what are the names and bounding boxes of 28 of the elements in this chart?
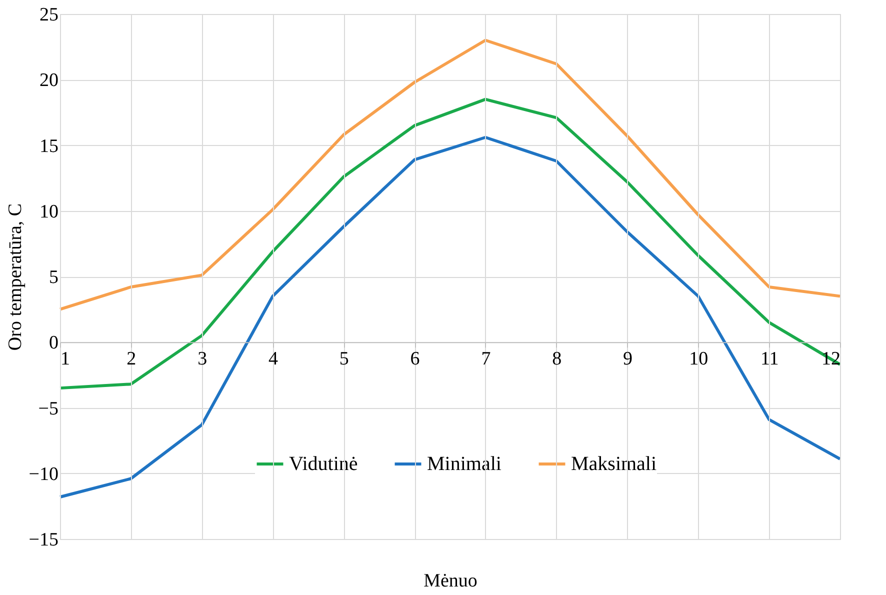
x-tick-label: 4: [268, 348, 278, 370]
line-series: [58, 136, 842, 498]
x-tick-label: 5: [339, 348, 349, 370]
legend-label: Vidutinė: [289, 453, 358, 475]
y-axis-title: Oro temperatūra, C: [4, 203, 26, 351]
x-tick-label: 10: [689, 348, 708, 370]
x-tick-label: 3: [198, 348, 208, 370]
y-tick-label: 5: [49, 267, 58, 288]
y-tick-label: 20: [40, 70, 58, 92]
line-series: [58, 98, 842, 390]
x-axis-title: Mėnuo: [424, 570, 478, 592]
x-tick-label: 6: [410, 348, 420, 370]
x-tick-label: 7: [481, 348, 491, 370]
y-tick-label: 10: [40, 201, 58, 222]
x-tick-label: 8: [552, 348, 562, 370]
y-tick-label: 25: [40, 4, 58, 26]
legend-label: Maksimali: [571, 453, 657, 475]
y-tick-label: 15: [40, 136, 58, 157]
x-tick-label: 2: [126, 348, 136, 370]
y-tick-label: −10: [28, 464, 58, 485]
x-tick-label: 11: [760, 348, 779, 370]
x-tick-label: 1: [60, 348, 70, 370]
x-tick-label: 9: [623, 348, 633, 370]
legend-label: Minimali: [427, 453, 502, 475]
y-tick-label: −5: [38, 398, 58, 420]
y-tick-label: −15: [28, 530, 58, 550]
line-series: [58, 38, 842, 311]
y-tick-label: 0: [49, 332, 58, 354]
